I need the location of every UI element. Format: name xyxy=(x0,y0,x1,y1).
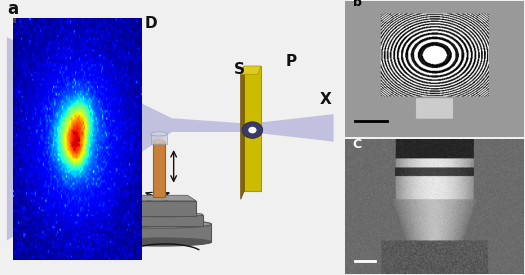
Bar xyxy=(127,201,196,216)
Bar xyxy=(120,214,203,225)
Ellipse shape xyxy=(112,238,212,246)
Bar xyxy=(244,66,260,191)
Text: a: a xyxy=(7,0,18,18)
Bar xyxy=(112,224,212,242)
Ellipse shape xyxy=(153,140,165,143)
Text: P: P xyxy=(286,54,297,69)
Text: b: b xyxy=(353,0,362,9)
Polygon shape xyxy=(119,195,127,216)
Polygon shape xyxy=(7,37,333,241)
Text: X: X xyxy=(320,92,332,108)
Ellipse shape xyxy=(151,132,167,136)
Circle shape xyxy=(242,122,262,138)
Polygon shape xyxy=(119,195,196,201)
Text: D: D xyxy=(144,15,157,31)
Bar xyxy=(14,19,15,21)
Bar xyxy=(153,142,165,197)
Text: C: C xyxy=(353,138,362,151)
Polygon shape xyxy=(240,66,244,199)
Ellipse shape xyxy=(112,220,212,228)
Bar xyxy=(151,134,167,144)
Circle shape xyxy=(248,127,257,133)
Text: S: S xyxy=(234,62,245,77)
Ellipse shape xyxy=(120,212,203,217)
Polygon shape xyxy=(240,66,260,74)
